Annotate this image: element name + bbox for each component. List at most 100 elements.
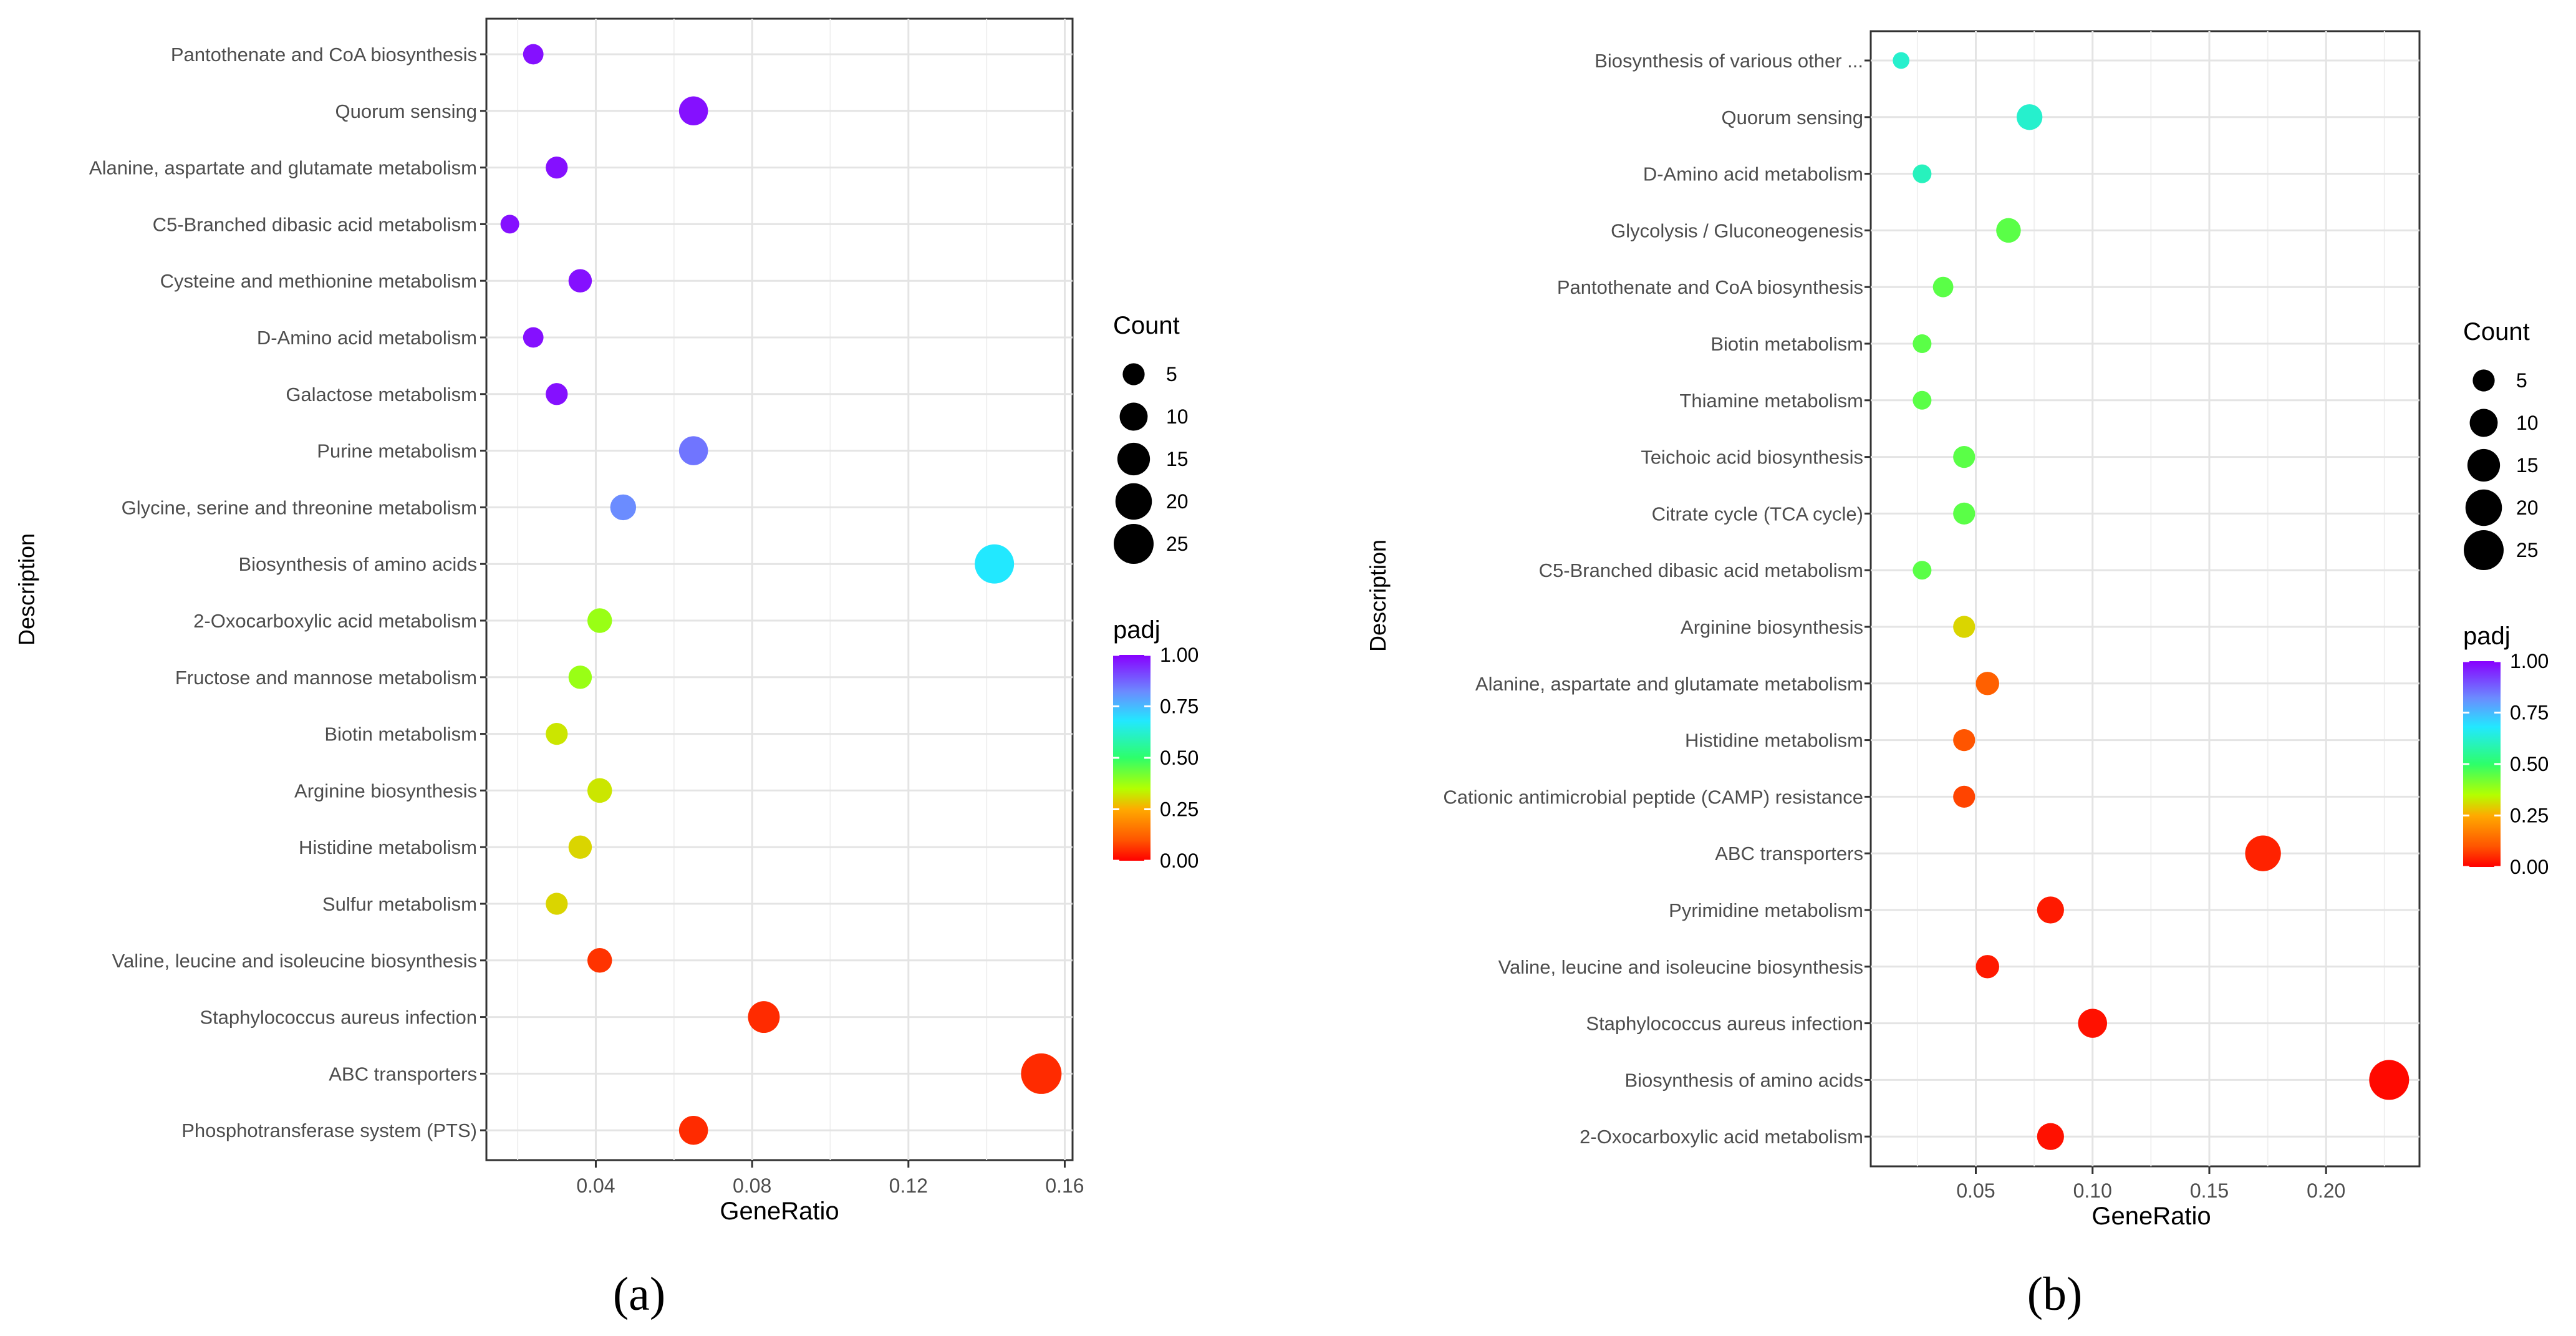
- data-point: [1953, 729, 1975, 752]
- category-label: Valine, leucine and isoleucine biosynthe…: [1498, 956, 1863, 978]
- colorbar-tick-label: 0.50: [2510, 753, 2549, 775]
- x-ticks-b: 0.05 0.10 0.15 0.20: [1956, 1166, 2345, 1202]
- data-point: [546, 156, 568, 179]
- legend-a: Count 5 10 15 20 25 padj 1.00 0.75 0.50 0.25 0.0…: [1113, 312, 1199, 872]
- category-label: Purine metabolism: [317, 440, 477, 462]
- category-label: Staphylococcus aureus infection: [1586, 1013, 1863, 1035]
- count-legend-label: 15: [2516, 454, 2539, 477]
- category-label: Glycolysis / Gluconeogenesis: [1611, 220, 1863, 241]
- category-label: Fructose and mannose metabolism: [175, 667, 477, 689]
- data-point: [678, 1115, 708, 1145]
- data-point: [1975, 672, 1999, 695]
- points-a: [500, 44, 1062, 1145]
- padj-colorbar-ticks-a: 1.00 0.75 0.50 0.25 0.00: [1113, 644, 1199, 872]
- category-labels-b: Biosynthesis of various other ... Quorum …: [1443, 50, 1871, 1148]
- category-label: Valine, leucine and isoleucine biosynthe…: [112, 950, 477, 972]
- category-label: 2-Oxocarboxylic acid metabolism: [193, 610, 477, 632]
- count-legend-dot: [2465, 489, 2502, 526]
- data-point: [523, 327, 544, 348]
- count-legend-label: 20: [1166, 490, 1189, 513]
- count-legend-title-b: Count: [2463, 318, 2530, 346]
- colorbar-tick-label: 0.50: [1160, 747, 1199, 769]
- colorbar-tick-label: 0.25: [2510, 805, 2549, 827]
- colorbar-tick-label: 0.75: [2510, 702, 2549, 724]
- data-point: [1913, 164, 1932, 183]
- x-axis-title-b: GeneRatio: [2091, 1203, 2211, 1230]
- caption-a: (a): [613, 1268, 665, 1320]
- data-point: [1913, 390, 1932, 410]
- data-point: [546, 722, 568, 745]
- data-point: [748, 1001, 780, 1033]
- category-label: ABC transporters: [329, 1063, 477, 1085]
- category-label: Thiamine metabolism: [1679, 390, 1863, 412]
- x-axis-title-a: GeneRatio: [720, 1198, 839, 1225]
- category-label: Biotin metabolism: [1710, 333, 1863, 355]
- data-point: [2037, 1123, 2064, 1150]
- category-label: Cationic antimicrobial peptide (CAMP) re…: [1443, 786, 1863, 808]
- count-legend-dot: [1114, 524, 1154, 564]
- colorbar-tick-label: 0.00: [2510, 856, 2549, 878]
- data-point: [568, 666, 592, 689]
- count-legend-label: 5: [1166, 363, 1177, 385]
- data-point: [500, 215, 519, 234]
- category-label: Biosynthesis of various other ...: [1594, 50, 1863, 72]
- data-point: [1953, 502, 1975, 525]
- data-point: [1953, 616, 1975, 638]
- caption-b: (b): [2027, 1268, 2083, 1320]
- data-point: [2016, 104, 2043, 130]
- data-point: [587, 778, 612, 803]
- category-label: Teichoic acid biosynthesis: [1641, 447, 1863, 468]
- data-point: [1021, 1053, 1062, 1094]
- count-legend-label: 10: [2516, 412, 2539, 434]
- category-label: Staphylococcus aureus infection: [200, 1007, 477, 1029]
- category-label: 2-Oxocarboxylic acid metabolism: [1580, 1126, 1863, 1148]
- data-point: [678, 436, 708, 465]
- x-tick-label: 0.04: [576, 1174, 615, 1197]
- count-legend-label: 5: [2516, 369, 2527, 392]
- category-label: Arginine biosynthesis: [1681, 616, 1863, 638]
- y-axis-title-b: Description: [1365, 540, 1391, 652]
- x-tick-label: 0.20: [2307, 1179, 2345, 1202]
- data-point: [1893, 52, 1910, 69]
- x-tick-label: 0.05: [1956, 1179, 1995, 1202]
- count-legend-label: 20: [2516, 496, 2539, 519]
- data-point: [1932, 276, 1954, 298]
- data-point: [1953, 785, 1975, 808]
- count-legend-dot: [2467, 448, 2501, 482]
- category-label: Arginine biosynthesis: [294, 780, 477, 801]
- data-point: [523, 44, 544, 65]
- category-label: Biosynthesis of amino acids: [1624, 1069, 1863, 1091]
- x-tick-label: 0.15: [2190, 1179, 2229, 1202]
- count-legend-label: 25: [1166, 533, 1189, 555]
- count-legend-dot: [1122, 363, 1145, 385]
- count-legend-label: 10: [1166, 405, 1189, 428]
- legend-b: Count 5 10 15 20 25 padj 1.00 0.75 0.50 0.25 0.0…: [2463, 318, 2549, 878]
- count-legend-dot: [2469, 409, 2498, 437]
- count-legend-dot: [1119, 402, 1148, 431]
- data-point: [678, 96, 708, 126]
- colorbar-tick-label: 0.25: [1160, 798, 1199, 821]
- category-label: Pantothenate and CoA biosynthesis: [171, 44, 477, 65]
- count-legend-dot: [1117, 442, 1151, 476]
- category-label: Biotin metabolism: [324, 724, 477, 745]
- points-b: [1893, 52, 2410, 1150]
- grid-a: [486, 19, 1073, 1160]
- count-legend-a: 5 10 15 20 25: [1114, 363, 1189, 564]
- count-legend-b: 5 10 15 20 25: [2464, 369, 2539, 570]
- category-labels-a: Pantothenate and CoA biosynthesis Quorum …: [89, 44, 486, 1141]
- data-point: [568, 835, 592, 859]
- padj-legend-title-a: padj: [1113, 616, 1160, 644]
- x-tick-label: 0.10: [2073, 1179, 2112, 1202]
- x-tick-label: 0.12: [889, 1174, 928, 1197]
- category-label: Quorum sensing: [1722, 107, 1863, 128]
- data-point: [2037, 896, 2064, 924]
- data-point: [546, 383, 568, 405]
- data-point: [975, 544, 1015, 584]
- data-point: [587, 948, 612, 973]
- category-label: Glycine, serine and threonine metabolism: [122, 496, 477, 518]
- count-legend-label: 25: [2516, 539, 2539, 561]
- data-point: [610, 494, 637, 521]
- x-tick-label: 0.16: [1045, 1174, 1084, 1197]
- y-axis-title-a: Description: [14, 533, 39, 646]
